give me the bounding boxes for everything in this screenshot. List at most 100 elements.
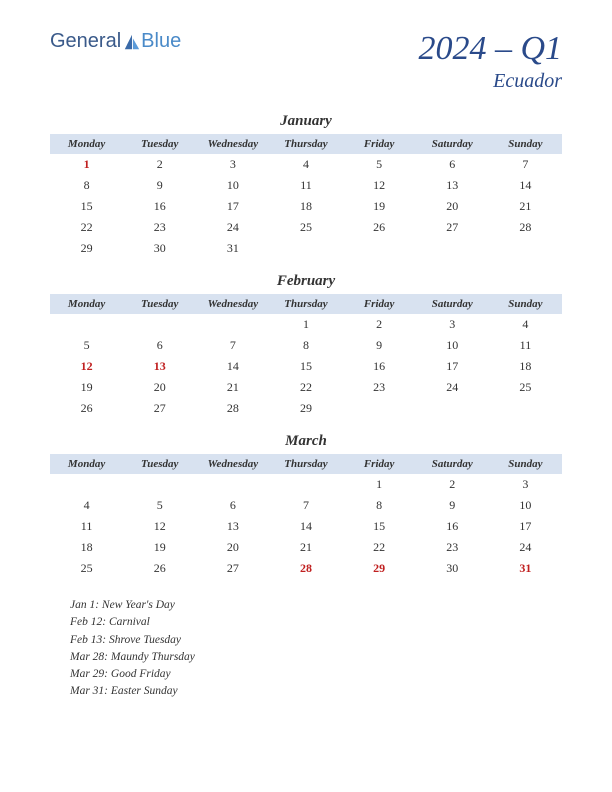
day-cell: 29 [343, 558, 416, 579]
day-cell [50, 474, 123, 495]
day-cell: 20 [196, 537, 269, 558]
day-cell: 20 [123, 377, 196, 398]
day-cell: 7 [269, 495, 342, 516]
day-cell: 2 [343, 314, 416, 335]
day-header: Friday [343, 134, 416, 154]
day-header: Wednesday [196, 134, 269, 154]
day-header: Sunday [489, 454, 562, 474]
month-block: March MondayTuesdayWednesdayThursdayFrida… [50, 433, 562, 579]
week-row: 123 [50, 474, 562, 495]
day-cell: 21 [196, 377, 269, 398]
day-cell: 25 [269, 217, 342, 238]
day-header: Wednesday [196, 294, 269, 314]
day-cell: 26 [343, 217, 416, 238]
day-cell: 27 [196, 558, 269, 579]
day-header: Thursday [269, 294, 342, 314]
day-cell: 27 [416, 217, 489, 238]
calendar-table: MondayTuesdayWednesdayThursdayFridaySatu… [50, 294, 562, 419]
week-row: 19202122232425 [50, 377, 562, 398]
day-cell: 23 [343, 377, 416, 398]
day-cell: 8 [343, 495, 416, 516]
day-cell: 3 [196, 154, 269, 175]
week-row: 12131415161718 [50, 356, 562, 377]
day-header: Sunday [489, 294, 562, 314]
day-cell: 29 [269, 398, 342, 419]
day-cell: 16 [343, 356, 416, 377]
holiday-item: Mar 28: Maundy Thursday [70, 649, 562, 666]
day-cell: 22 [343, 537, 416, 558]
day-cell: 7 [196, 335, 269, 356]
day-cell [269, 238, 342, 259]
calendars-container: JanuaryMondayTuesdayWednesdayThursdayFri… [50, 113, 562, 579]
day-cell: 14 [489, 175, 562, 196]
day-header: Tuesday [123, 454, 196, 474]
day-cell: 29 [50, 238, 123, 259]
day-cell: 1 [343, 474, 416, 495]
holiday-item: Feb 12: Carnival [70, 614, 562, 631]
day-cell: 19 [123, 537, 196, 558]
week-row: 1234 [50, 314, 562, 335]
day-cell: 17 [196, 196, 269, 217]
day-header: Sunday [489, 134, 562, 154]
month-name: March [50, 433, 562, 450]
day-header: Monday [50, 454, 123, 474]
week-row: 18192021222324 [50, 537, 562, 558]
day-cell: 12 [343, 175, 416, 196]
day-header: Friday [343, 294, 416, 314]
day-cell: 9 [416, 495, 489, 516]
week-row: 26272829 [50, 398, 562, 419]
day-cell: 28 [489, 217, 562, 238]
day-cell [416, 238, 489, 259]
day-cell: 28 [196, 398, 269, 419]
day-cell: 8 [50, 175, 123, 196]
day-cell: 17 [416, 356, 489, 377]
day-cell: 31 [489, 558, 562, 579]
day-cell: 5 [50, 335, 123, 356]
day-cell: 8 [269, 335, 342, 356]
holiday-item: Feb 13: Shrove Tuesday [70, 632, 562, 649]
day-cell: 12 [123, 516, 196, 537]
day-cell: 18 [489, 356, 562, 377]
day-cell: 21 [269, 537, 342, 558]
holiday-item: Mar 29: Good Friday [70, 666, 562, 683]
day-cell: 27 [123, 398, 196, 419]
day-cell: 2 [416, 474, 489, 495]
week-row: 45678910 [50, 495, 562, 516]
calendar-table: MondayTuesdayWednesdayThursdayFridaySatu… [50, 454, 562, 579]
day-cell [343, 398, 416, 419]
day-cell [343, 238, 416, 259]
day-cell: 24 [489, 537, 562, 558]
day-cell [123, 474, 196, 495]
calendar-table: MondayTuesdayWednesdayThursdayFridaySatu… [50, 134, 562, 259]
week-row: 15161718192021 [50, 196, 562, 217]
day-cell: 24 [416, 377, 489, 398]
day-cell: 23 [416, 537, 489, 558]
day-cell: 4 [269, 154, 342, 175]
logo-sail-icon [123, 33, 141, 51]
day-cell: 1 [50, 154, 123, 175]
day-cell: 18 [50, 537, 123, 558]
day-cell: 5 [343, 154, 416, 175]
day-cell: 12 [50, 356, 123, 377]
day-cell: 31 [196, 238, 269, 259]
logo-text-2: Blue [141, 30, 181, 53]
week-row: 25262728293031 [50, 558, 562, 579]
day-cell [196, 474, 269, 495]
week-row: 891011121314 [50, 175, 562, 196]
day-cell: 5 [123, 495, 196, 516]
day-header: Saturday [416, 294, 489, 314]
day-cell: 26 [123, 558, 196, 579]
day-cell: 25 [50, 558, 123, 579]
month-block: FebruaryMondayTuesdayWednesdayThursdayFr… [50, 273, 562, 419]
day-cell: 30 [123, 238, 196, 259]
day-cell: 15 [269, 356, 342, 377]
day-cell: 4 [50, 495, 123, 516]
day-cell: 15 [50, 196, 123, 217]
day-cell: 2 [123, 154, 196, 175]
day-cell [416, 398, 489, 419]
day-cell [489, 398, 562, 419]
day-cell: 23 [123, 217, 196, 238]
day-cell: 13 [196, 516, 269, 537]
holidays-list: Jan 1: New Year's DayFeb 12: CarnivalFeb… [50, 597, 562, 701]
day-header: Wednesday [196, 454, 269, 474]
